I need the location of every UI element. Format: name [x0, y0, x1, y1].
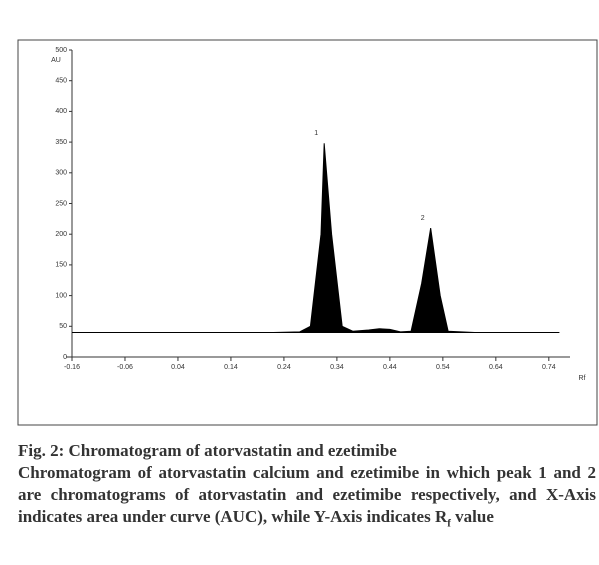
x-tick-label: -0.06 [117, 364, 133, 371]
caption-text: Chromatogram of atorvastatin calcium and… [18, 462, 596, 534]
caption-subscript: f [447, 517, 451, 530]
caption: Fig. 2: Chromatogram of atorvastatin and… [18, 440, 596, 534]
y-tick-label: 450 [55, 78, 67, 85]
x-tick-label: 0.14 [224, 364, 238, 371]
y-tick-label: 150 [55, 262, 67, 269]
x-tick-label: 0.04 [171, 364, 185, 371]
frame [17, 39, 598, 426]
chart: AU Rf 0 50 100 150 200 250 300 350 400 450 500 -0.1… [17, 39, 598, 426]
peak-label: 2 [421, 215, 425, 222]
y-tick-label: 200 [55, 231, 67, 238]
caption-tail: value [450, 507, 494, 526]
x-tick-label: -0.16 [64, 364, 80, 371]
y-tick-label: 100 [55, 292, 67, 299]
x-tick-label: 0.24 [277, 364, 291, 371]
caption-title: Fig. 2: Chromatogram of atorvastatin and… [18, 441, 397, 460]
x-tick-label: 0.74 [542, 364, 556, 371]
y-tick-label: 400 [55, 108, 67, 115]
x-axis-label: Rf [579, 375, 586, 382]
peak-label: 1 [314, 130, 318, 137]
x-tick-label: 0.44 [383, 364, 397, 371]
y-tick-label: 0 [63, 354, 67, 361]
x-tick-label: 0.34 [330, 364, 344, 371]
y-tick-label: 350 [55, 139, 67, 146]
x-tick-label: 0.54 [436, 364, 450, 371]
caption-body: Chromatogram of atorvastatin calcium and… [18, 463, 596, 526]
y-tick-label: 250 [55, 200, 67, 207]
trace [72, 143, 560, 333]
y-tick-label: 50 [59, 323, 67, 330]
x-tick-label: 0.64 [489, 364, 503, 371]
y-axis-label: AU [51, 57, 61, 64]
y-tick-label: 300 [55, 170, 67, 177]
y-tick-label: 500 [55, 47, 67, 54]
